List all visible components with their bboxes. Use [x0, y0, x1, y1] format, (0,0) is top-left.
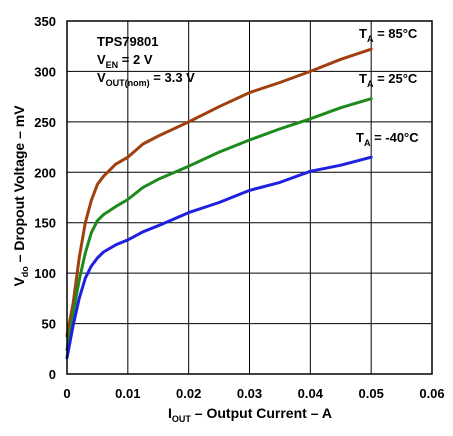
series-25c-rest: = 25°C: [373, 71, 417, 86]
ven-rest: = 2 V: [118, 52, 153, 67]
x-axis-label-main: I: [168, 405, 172, 421]
y-axis-label: Vdo – Dropout Voltage – mV: [11, 105, 30, 287]
series-lines: [65, 47, 373, 360]
series-minus40c-sub: A: [364, 138, 371, 148]
y-tick-label: 150: [34, 216, 56, 231]
series-label-25c: TA = 25°C: [359, 71, 418, 89]
series-85c-sub: A: [367, 34, 374, 44]
x-tick-label: 0.01: [115, 386, 140, 401]
vout-rest: = 3.3 V: [150, 70, 195, 85]
grid-lines: [66, 20, 433, 375]
y-tick-label: 0: [49, 367, 56, 382]
y-axis-label-main: V: [11, 277, 27, 287]
y-tick-labels: 0 50 100 150 200 250 300 350: [34, 14, 56, 382]
y-tick-label: 350: [34, 14, 56, 29]
ven-main: V: [97, 52, 106, 67]
ven-sub: EN: [106, 60, 119, 70]
x-axis-label-rest: – Output Current – A: [191, 405, 332, 421]
series-line-minus40c: [65, 155, 373, 360]
x-axis-label: IOUT – Output Current – A: [168, 405, 332, 424]
x-axis-label-sub: OUT: [172, 414, 192, 424]
y-axis-label-rest: – Dropout Voltage – mV: [11, 105, 27, 266]
series-85c-main: T: [359, 26, 367, 41]
series-line-25c: [65, 97, 373, 352]
y-tick-label: 100: [34, 266, 56, 281]
x-tick-labels: 0 0.01 0.02 0.03 0.04 0.05 0.06: [63, 386, 444, 401]
vout-condition-label: VOUT(nom) = 3.3 V: [97, 70, 195, 88]
series-minus40c-main: T: [356, 130, 364, 145]
y-tick-label: 300: [34, 64, 56, 79]
ven-condition-label: VEN = 2 V: [97, 52, 153, 70]
x-tick-label: 0.02: [176, 386, 201, 401]
vout-main: V: [97, 70, 106, 85]
y-tick-label: 200: [34, 165, 56, 180]
series-label-minus40c: TA = -40°C: [356, 130, 419, 148]
y-tick-label: 50: [42, 317, 56, 332]
part-number-label: TPS79801: [97, 34, 158, 49]
x-tick-label: 0: [63, 386, 70, 401]
series-85c-rest: = 85°C: [373, 26, 417, 41]
x-tick-label: 0.05: [359, 386, 384, 401]
x-tick-label: 0.03: [237, 386, 262, 401]
series-25c-sub: A: [367, 79, 374, 89]
series-25c-main: T: [359, 71, 367, 86]
plot-frame: [66, 20, 433, 375]
series-line-85c: [65, 47, 373, 338]
series-minus40c-rest: = -40°C: [370, 130, 419, 145]
y-axis-label-sub: do: [20, 266, 30, 277]
y-tick-label: 250: [34, 115, 56, 130]
series-label-85c: TA = 85°C: [359, 26, 418, 44]
vout-sub: OUT(nom): [106, 78, 150, 88]
x-tick-label: 0.04: [298, 386, 324, 401]
x-tick-label: 0.06: [419, 386, 444, 401]
